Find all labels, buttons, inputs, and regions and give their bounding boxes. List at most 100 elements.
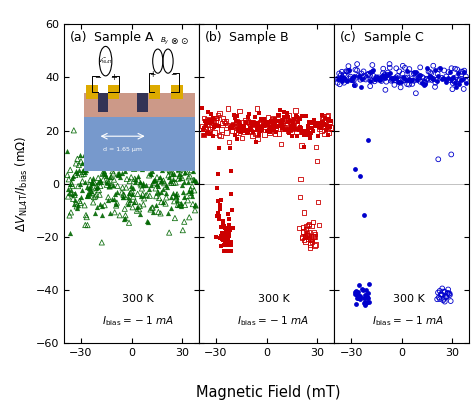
Point [310, 234, 318, 240]
Point [409, 77, 416, 84]
Point [356, 293, 364, 299]
Point [209, 118, 217, 124]
Point [282, 122, 290, 128]
Point [224, 236, 231, 243]
Point [217, 233, 224, 240]
Point [212, 117, 220, 124]
Point [317, 124, 324, 130]
Point [185, 174, 192, 181]
Point [269, 116, 277, 122]
Point [363, 294, 371, 300]
Point [83, 184, 91, 190]
Point [235, 129, 242, 136]
Point [229, 225, 237, 231]
Point [168, 171, 176, 177]
Point [418, 74, 426, 80]
Point [412, 69, 419, 75]
Point [308, 238, 316, 245]
Point [324, 112, 332, 118]
Point [243, 120, 250, 126]
Point [126, 165, 134, 172]
Point [101, 170, 109, 177]
Point [202, 125, 210, 132]
Point [284, 128, 292, 135]
Point [167, 194, 175, 200]
Point [122, 212, 129, 219]
Point [414, 72, 422, 78]
Point [462, 77, 470, 84]
Point [401, 77, 408, 83]
Point [250, 122, 257, 128]
Point [99, 170, 106, 177]
Point [199, 126, 207, 133]
Text: 300 K: 300 K [257, 294, 289, 304]
Point [147, 162, 155, 169]
Point [183, 193, 191, 199]
Point [275, 123, 283, 130]
Point [87, 184, 94, 191]
Point [86, 181, 93, 188]
Point [296, 194, 303, 200]
Point [310, 116, 318, 123]
Point [239, 123, 247, 130]
Point [327, 124, 335, 131]
Point [79, 178, 86, 185]
Point [101, 141, 109, 148]
Point [71, 197, 78, 204]
Point [459, 69, 466, 75]
Point [454, 76, 462, 83]
Point [106, 183, 113, 190]
Point [353, 292, 361, 298]
Point [233, 118, 241, 124]
Point [352, 289, 359, 296]
Point [132, 164, 140, 171]
Text: Sample B: Sample B [229, 31, 288, 44]
Point [445, 290, 453, 297]
Point [221, 231, 229, 237]
Point [456, 76, 463, 82]
Point [158, 166, 166, 173]
Point [451, 79, 458, 86]
Point [224, 122, 231, 128]
Point [382, 86, 389, 93]
Point [379, 72, 387, 78]
Point [415, 73, 422, 79]
Point [319, 118, 327, 125]
Point [156, 176, 164, 183]
Point [292, 125, 299, 132]
Point [364, 290, 372, 297]
Point [237, 125, 245, 132]
Point [147, 171, 155, 177]
Point [425, 76, 433, 83]
Point [360, 74, 367, 80]
Point [191, 187, 198, 194]
Point [441, 76, 448, 82]
Point [285, 130, 292, 137]
Point [224, 210, 231, 217]
Point [395, 75, 402, 82]
Point [137, 211, 144, 218]
Point [364, 72, 372, 78]
Point [454, 66, 461, 73]
Point [285, 112, 292, 119]
Point [234, 135, 241, 142]
Point [374, 76, 382, 83]
Point [444, 286, 452, 293]
Point [403, 68, 411, 74]
Point [175, 167, 183, 173]
Point [324, 132, 331, 138]
Point [460, 86, 467, 92]
Point [277, 118, 285, 125]
Point [107, 174, 115, 181]
Point [252, 139, 260, 146]
Point [214, 210, 221, 216]
Point [352, 290, 360, 296]
Point [241, 128, 249, 135]
Point [97, 139, 105, 145]
Point [161, 165, 169, 171]
Point [144, 155, 152, 162]
Point [253, 124, 260, 130]
Point [311, 122, 319, 129]
Point [298, 235, 306, 241]
Point [433, 76, 440, 83]
